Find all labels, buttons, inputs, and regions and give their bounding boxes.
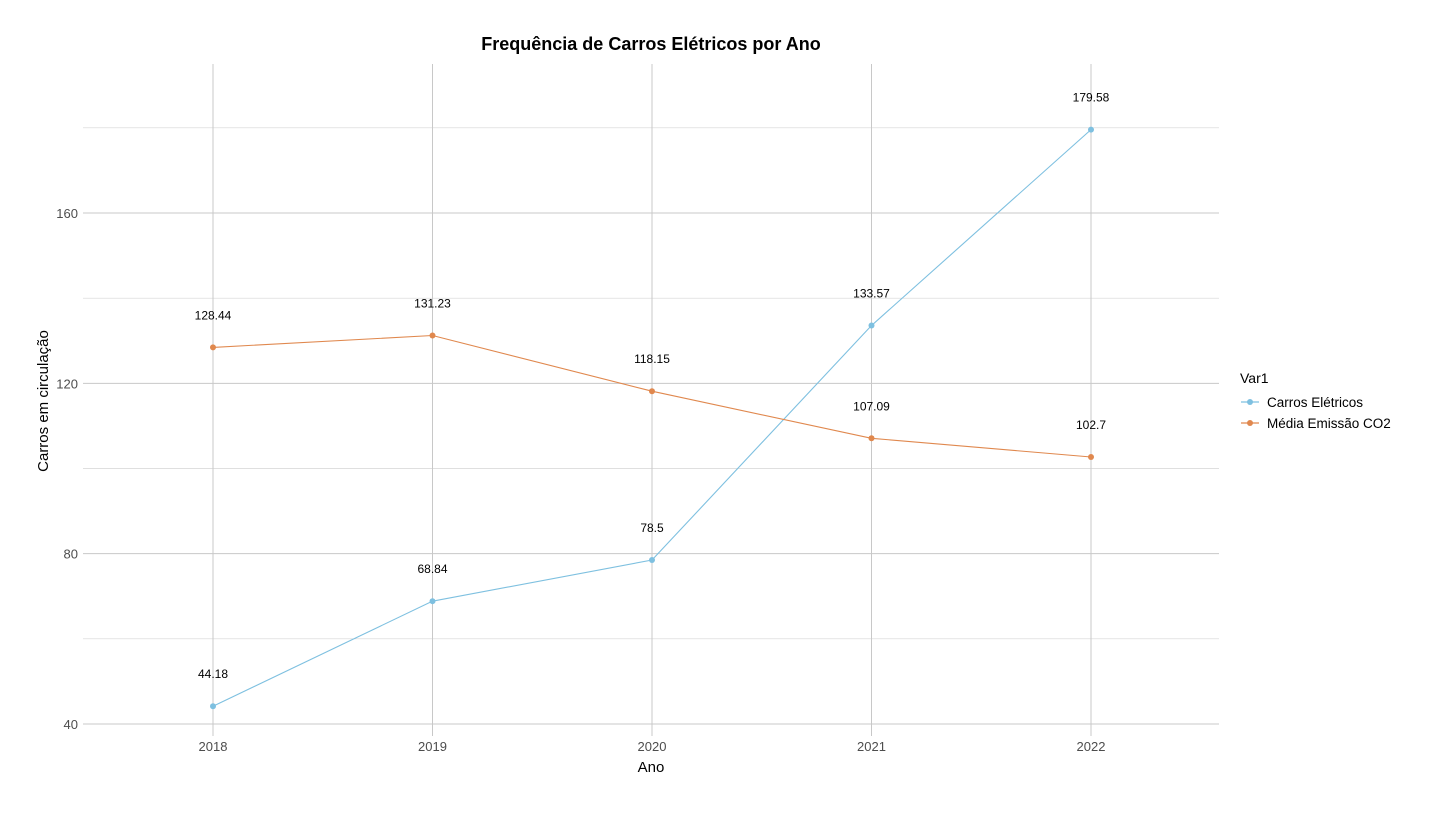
y-axis-title: Carros em circulação: [35, 330, 52, 472]
y-tick-label: 160: [56, 206, 78, 221]
legend-key-point: [1247, 399, 1253, 405]
data-point: [868, 435, 875, 442]
legend: Var1 Carros Elétricos Média Emissão CO2: [1240, 370, 1391, 431]
y-tick-label: 40: [64, 717, 78, 732]
data-point: [868, 322, 875, 329]
data-point: [429, 598, 436, 605]
data-point: [1088, 126, 1094, 133]
data-label: 179.58: [1073, 91, 1110, 105]
x-tick-label: 2020: [638, 739, 667, 754]
grid: [83, 64, 1219, 736]
data-label: 78.5: [640, 521, 664, 535]
chart-title: Frequência de Carros Elétricos por Ano: [481, 34, 820, 54]
data-labels: 44.18 68.84 78.5 133.57 179.58 128.44 131.23 11…: [195, 91, 1110, 682]
x-axis-title: Ano: [638, 759, 665, 776]
data-label: 44.18: [198, 667, 228, 681]
x-tick-label: 2019: [418, 739, 447, 754]
legend-items: Carros Elétricos Média Emissão CO2: [1241, 395, 1391, 431]
data-label: 128.44: [195, 308, 232, 322]
series-layer: [210, 126, 1094, 710]
data-point: [649, 557, 655, 564]
data-label: 133.57: [853, 287, 890, 301]
data-point: [649, 388, 655, 395]
legend-label: Carros Elétricos: [1267, 395, 1363, 410]
axes: 40 80 120 160 2018 2019 2020 2021 2022: [56, 206, 1105, 754]
x-tick-label: 2022: [1077, 739, 1106, 754]
data-label: 102.7: [1076, 418, 1106, 432]
legend-key-point: [1247, 420, 1253, 426]
y-tick-label: 120: [56, 376, 78, 391]
data-point: [210, 703, 216, 710]
legend-title: Var1: [1240, 370, 1269, 386]
x-tick-label: 2018: [199, 739, 228, 754]
data-label: 68.84: [417, 562, 447, 576]
data-point: [210, 344, 216, 351]
data-label: 131.23: [414, 297, 451, 311]
data-point: [1088, 454, 1094, 461]
data-point: [429, 332, 436, 339]
data-label: 107.09: [853, 399, 890, 413]
x-tick-label: 2021: [857, 739, 886, 754]
legend-label: Média Emissão CO2: [1267, 416, 1391, 431]
data-label: 118.15: [634, 352, 670, 366]
y-tick-label: 80: [64, 547, 78, 562]
